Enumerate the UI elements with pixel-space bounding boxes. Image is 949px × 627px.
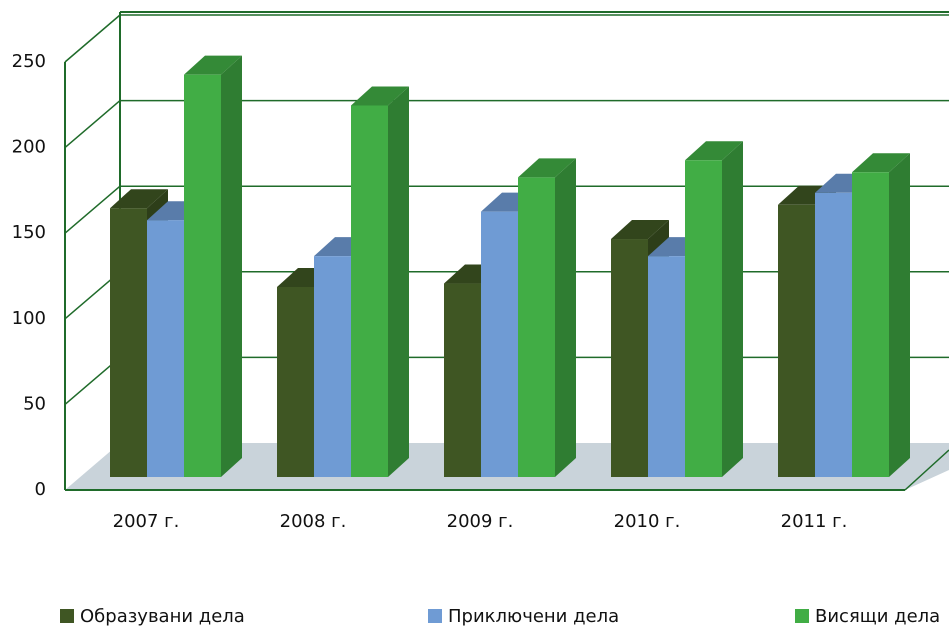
x-tick-label: 2008 г. — [280, 511, 347, 532]
bar-side — [722, 141, 743, 477]
bar-top — [611, 220, 669, 240]
bar-top — [685, 141, 743, 161]
y-tick-label: 50 — [23, 393, 46, 414]
grid-line — [64, 14, 121, 63]
y-tick-label: 250 — [12, 51, 46, 72]
bar — [685, 160, 722, 477]
legend-label: Висящи дела — [815, 606, 940, 627]
legend-swatch — [428, 609, 442, 623]
legend-swatch — [795, 609, 809, 623]
grid-line — [64, 185, 121, 234]
bar-top — [110, 189, 168, 209]
bar — [147, 220, 184, 477]
legend-label: Приключени дела — [448, 606, 619, 627]
bar — [648, 256, 685, 477]
grid-line — [64, 100, 121, 149]
bar — [184, 74, 221, 478]
floor-edge — [904, 449, 949, 491]
bar — [444, 283, 481, 477]
bar — [277, 286, 314, 477]
x-tick-label: 2011 г. — [781, 511, 848, 532]
bar-side — [889, 153, 910, 477]
bar-top — [351, 86, 409, 106]
bar-top — [518, 158, 576, 178]
x-tick-label: 2010 г. — [614, 511, 681, 532]
y-tick-label: 100 — [12, 308, 46, 329]
bar — [314, 256, 351, 477]
x-tick-label: 2009 г. — [447, 511, 514, 532]
bar — [815, 192, 852, 478]
legend-label: Образувани дела — [80, 606, 245, 627]
bar — [110, 208, 147, 477]
bar — [611, 239, 648, 477]
y-tick-label: 0 — [35, 479, 46, 500]
bar-top — [184, 55, 242, 75]
bar-side — [555, 158, 576, 477]
y-tick-label: 200 — [12, 137, 46, 158]
bar-side — [221, 55, 242, 478]
bar — [481, 211, 518, 477]
bar — [852, 172, 889, 477]
bar — [351, 105, 388, 477]
bar-side — [388, 86, 409, 477]
bar-top — [852, 153, 910, 173]
bar — [518, 177, 555, 477]
bar — [778, 204, 815, 478]
y-tick-label: 150 — [12, 222, 46, 243]
x-tick-label: 2007 г. — [113, 511, 180, 532]
legend-swatch — [60, 609, 74, 623]
